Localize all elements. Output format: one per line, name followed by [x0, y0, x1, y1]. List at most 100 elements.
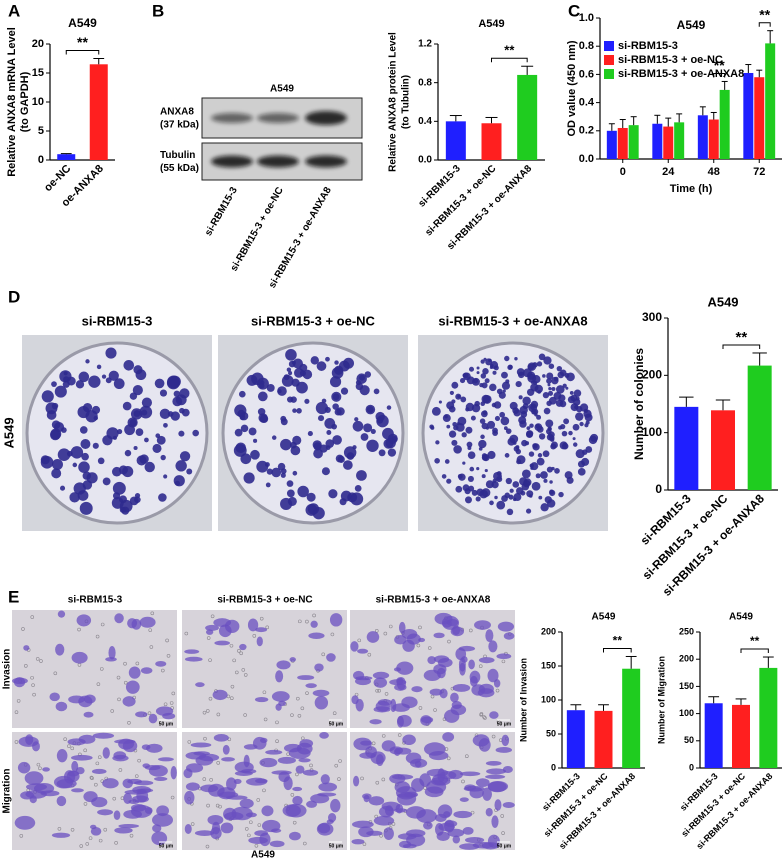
cell [66, 770, 80, 782]
colony [547, 383, 551, 387]
colony [569, 390, 574, 395]
y-axis-label: Number of colonies [632, 348, 646, 460]
cell [487, 781, 507, 793]
cell [105, 657, 117, 662]
colony [186, 468, 193, 475]
pore [296, 696, 300, 701]
cell [49, 692, 60, 702]
cell [91, 768, 107, 775]
colony [387, 433, 398, 444]
bar [628, 125, 639, 159]
cell [152, 824, 162, 833]
image-row-label: Migration [2, 769, 13, 814]
colony [504, 355, 510, 362]
bar [759, 667, 778, 768]
x-tick-label: si-RBM15-3 + oe-NC [423, 163, 498, 238]
scale-bar-label: 50 μm [497, 721, 512, 727]
colony [543, 356, 552, 365]
cell [423, 821, 433, 830]
pore [254, 844, 259, 848]
cell [423, 669, 441, 682]
colony [532, 362, 536, 366]
colony [354, 417, 359, 422]
cell [447, 828, 465, 838]
cell [56, 748, 68, 763]
y-tick-label: 0 [655, 482, 662, 496]
pore [216, 761, 221, 765]
cell [420, 715, 432, 726]
cell [397, 714, 412, 727]
colony [500, 416, 510, 426]
colony [493, 471, 502, 481]
cell [218, 624, 232, 638]
pore [362, 842, 367, 846]
cell [368, 796, 385, 806]
colony [163, 474, 168, 479]
legend-swatch [604, 55, 614, 65]
cell [433, 655, 450, 663]
pore [190, 822, 195, 826]
pore [129, 833, 134, 838]
colony [481, 474, 486, 479]
pore [32, 692, 36, 697]
cell [132, 785, 152, 794]
cell [419, 773, 432, 787]
colony [583, 409, 592, 418]
colony [325, 356, 330, 362]
colony [292, 470, 298, 476]
colony [337, 455, 345, 463]
cell [369, 719, 382, 725]
colony [332, 435, 342, 445]
scale-bar-label: 50 μm [329, 721, 344, 727]
cell [488, 640, 498, 653]
colony [82, 402, 93, 413]
colony [462, 461, 466, 465]
significance-label: ** [504, 43, 515, 58]
cell [83, 791, 98, 803]
pore [208, 696, 213, 701]
colony [505, 428, 512, 434]
colony [316, 361, 327, 371]
cell [314, 695, 329, 710]
cell [155, 660, 167, 667]
cell [396, 793, 418, 798]
colony [579, 403, 589, 412]
colony [63, 376, 70, 383]
colony [506, 508, 514, 516]
significance-bracket [722, 344, 761, 349]
colony [441, 474, 447, 479]
pore [309, 763, 313, 768]
pore [262, 690, 267, 695]
colony [481, 422, 489, 430]
colony [240, 453, 252, 465]
colony [294, 367, 304, 378]
cell [495, 747, 513, 753]
cell [434, 823, 444, 836]
cell [429, 688, 443, 696]
cell [183, 768, 193, 779]
bar [445, 121, 466, 160]
cell [226, 777, 237, 791]
pore [165, 638, 169, 643]
colony [85, 359, 90, 364]
cell [57, 610, 66, 618]
cell [459, 662, 466, 676]
colony [310, 356, 320, 365]
colony [549, 480, 553, 484]
cell [353, 775, 360, 787]
colony [328, 489, 338, 499]
colony [559, 441, 568, 450]
colony [352, 420, 364, 432]
bar [674, 122, 685, 159]
colony [133, 410, 141, 417]
cell [114, 613, 124, 624]
colony [112, 481, 126, 495]
colony [498, 391, 506, 399]
cell [90, 826, 102, 836]
pore [14, 710, 19, 714]
cell [102, 778, 119, 789]
colony [133, 445, 138, 451]
colony [113, 378, 125, 390]
colony [516, 455, 526, 465]
colony [251, 372, 264, 386]
